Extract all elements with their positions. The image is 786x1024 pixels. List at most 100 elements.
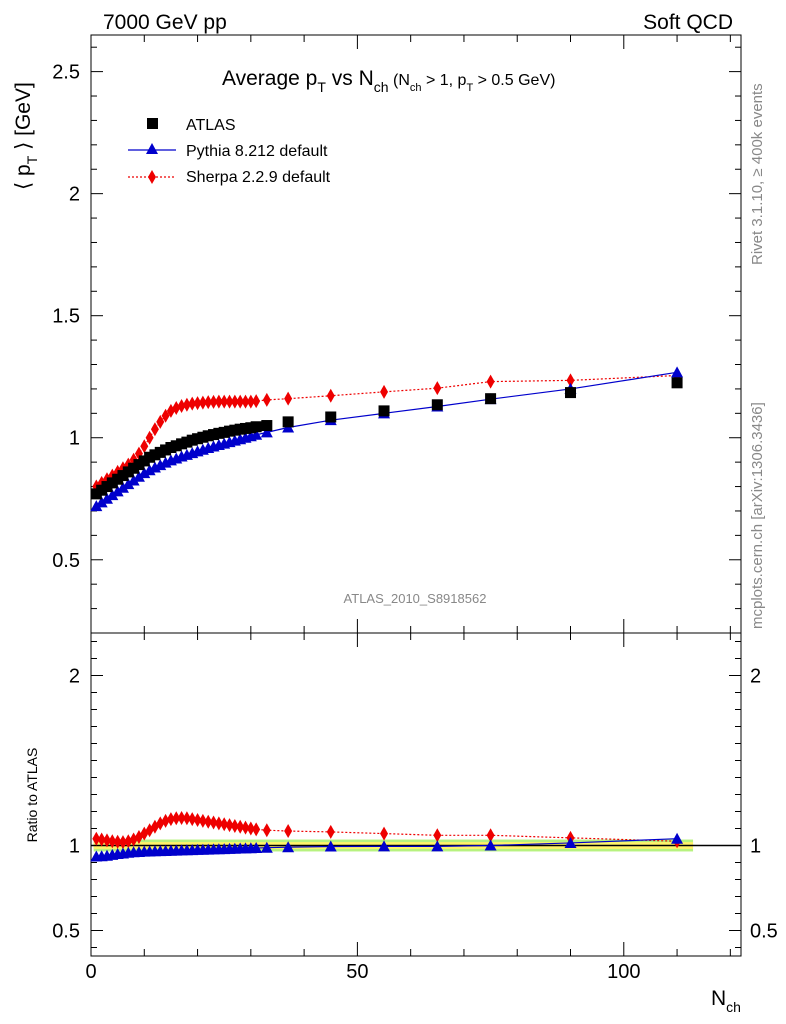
main-y-tick-label: 1.5 [52, 306, 80, 328]
legend-label-atlas: ATLAS [186, 117, 236, 134]
sherpa-ratio-point [241, 820, 250, 835]
x-tick-label: 50 [346, 961, 368, 983]
sherpa-point [177, 399, 186, 414]
sherpa-ratio-point [161, 813, 170, 828]
pythia-point [90, 500, 103, 512]
pythia-ratio-point [564, 836, 577, 848]
ratio-frame [90, 632, 742, 957]
sherpa-point [486, 374, 495, 389]
sherpa-ratio-point [97, 832, 106, 847]
pythia-point [671, 366, 684, 378]
sherpa-ratio-point [198, 813, 207, 828]
sherpa-point [380, 384, 389, 399]
pythia-point [122, 478, 135, 490]
sherpa-ratio-point [209, 815, 218, 830]
sherpa-ratio-point [193, 813, 202, 827]
sherpa-point [172, 400, 181, 415]
header-left: 7000 GeV pp [103, 11, 227, 34]
atlas-point [261, 420, 273, 432]
atlas-point [325, 411, 337, 423]
main-panel: 0.5 1 1.5 2 2.5 Average pT vs Nch (Nch > 1, … [12, 34, 742, 634]
sherpa-ratio-point [326, 824, 335, 839]
sherpa-ratio-point [92, 831, 101, 846]
pythia-ratio-point [484, 839, 497, 851]
sherpa-ratio-point [284, 824, 293, 839]
legend-item-sherpa: Sherpa 2.2.9 default [128, 169, 331, 186]
sherpa-ratio-point [188, 812, 197, 827]
main-y-tick-label: 0.5 [52, 550, 80, 572]
pythia-point [111, 485, 124, 497]
ratio-y-tick-label-right: 1 [750, 836, 761, 858]
main-y-ticks: 0.5 1 1.5 2 2.5 [52, 46, 741, 610]
ratio-x-ticks: 0 50 100 [85, 633, 731, 983]
pythia-point [132, 470, 145, 482]
atlas-point [378, 405, 390, 417]
ratio-y-axis-label: Ratio to ATLAS [24, 748, 40, 843]
main-x-ticks [90, 35, 731, 633]
sherpa-point [145, 430, 154, 445]
sherpa-point [236, 394, 245, 409]
sherpa-point [225, 394, 234, 409]
pythia-point [100, 492, 113, 504]
ratio-uncertainty-band [91, 839, 741, 852]
sherpa-ratio-point [225, 818, 234, 833]
ratio-series [90, 810, 684, 862]
legend-item-atlas: ATLAS [147, 117, 236, 134]
rivet-label: Rivet 3.1.10, ≥ 400k events [749, 83, 766, 265]
sherpa-point [220, 394, 229, 409]
pythia-point [260, 426, 273, 438]
sherpa-ratio-point [124, 834, 133, 849]
sherpa-point [198, 395, 207, 410]
pythia-ratio-point [431, 840, 444, 852]
main-series [90, 366, 684, 512]
sherpa-ratio-point [380, 826, 389, 841]
legend: ATLAS Pythia 8.212 default Sherpa 2.2.9 … [128, 117, 331, 186]
legend-marker-sherpa [148, 170, 156, 184]
sherpa-point [566, 373, 575, 388]
legend-marker-pythia [146, 143, 158, 154]
sherpa-ratio-point [113, 834, 122, 849]
sherpa-point [230, 394, 239, 409]
main-y-tick-label: 2.5 [52, 62, 80, 84]
sherpa-point [246, 394, 255, 409]
ratio-y-ticks: 0.5 0.5 1 1 2 2 [52, 641, 778, 948]
pythia-point [116, 481, 129, 493]
sherpa-point [204, 395, 213, 410]
sherpa-point [433, 381, 442, 396]
ratio-y-tick-label: 2 [69, 666, 80, 688]
sherpa-ratio-point [118, 835, 127, 850]
x-tick-label: 0 [85, 961, 96, 983]
sherpa-ratio-point [236, 819, 245, 834]
pythia-point [95, 496, 108, 508]
legend-label-pythia: Pythia 8.212 default [186, 143, 328, 160]
atlas-point [671, 377, 683, 389]
sherpa-ratio-point [262, 823, 271, 838]
main-y-tick-label: 2 [69, 184, 80, 206]
sherpa-ratio-point [108, 834, 117, 849]
sherpa-point [214, 394, 223, 409]
ratio-y-tick-label: 0.5 [52, 921, 80, 943]
sherpa-ratio-point [182, 811, 191, 826]
pythia-ratio-point [378, 840, 391, 852]
atlas-point [282, 416, 294, 428]
sherpa-point [326, 388, 335, 403]
sherpa-point [284, 391, 293, 406]
sherpa-ratio-point [486, 828, 495, 843]
analysis-watermark: ATLAS_2010_S8918562 [344, 591, 487, 606]
sherpa-point [252, 394, 261, 409]
sherpa-point [150, 422, 159, 437]
sherpa-ratio-point [204, 814, 213, 829]
sherpa-ratio-point [252, 822, 261, 837]
sherpa-point [188, 396, 197, 411]
ratio-y-tick-label-right: 2 [750, 666, 761, 688]
sherpa-point [182, 397, 191, 412]
legend-marker-atlas [147, 118, 158, 129]
ratio-y-tick-label: 1 [69, 836, 80, 858]
atlas-point [431, 399, 443, 411]
sherpa-ratio-point [166, 812, 175, 827]
sherpa-point [140, 439, 149, 454]
main-y-axis-label: ⟨ pT ⟩ [GeV] [12, 82, 40, 190]
pythia-point [106, 489, 119, 501]
pythia-point [138, 467, 151, 479]
pythia-ratio-point [260, 841, 273, 853]
